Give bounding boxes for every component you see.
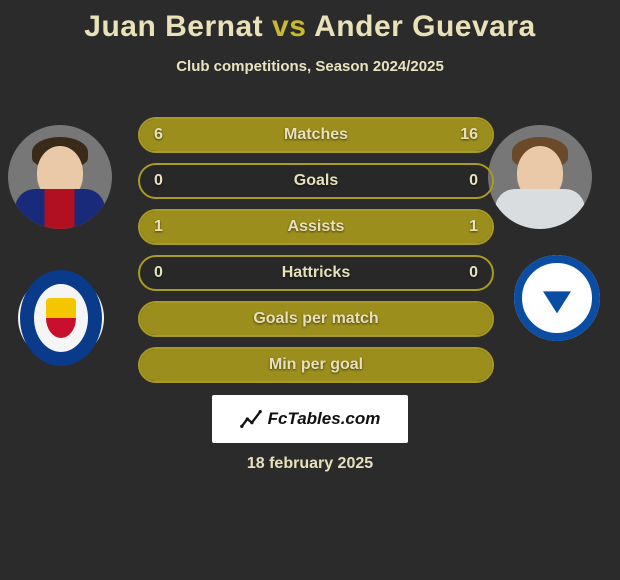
stat-label: Goals: [294, 172, 338, 190]
stat-row: 1 1 Assists: [138, 209, 494, 245]
player2-club-badge: [514, 255, 600, 341]
stat-label: Hattricks: [282, 264, 350, 282]
stat-label: Assists: [288, 218, 345, 236]
stat-bar-right: [235, 119, 492, 151]
player2-avatar: [488, 125, 592, 229]
stat-row: Goals per match: [138, 301, 494, 337]
stat-value-left: 6: [154, 126, 163, 144]
subtitle: Club competitions, Season 2024/2025: [0, 58, 620, 75]
player1-avatar: [8, 125, 112, 229]
avatar-torso: [15, 189, 105, 229]
player2-name: Ander Guevara: [314, 10, 536, 43]
stat-row: 6 16 Matches: [138, 117, 494, 153]
comparison-title: Juan Bernat vs Ander Guevara: [0, 0, 620, 44]
stat-row: 0 0 Goals: [138, 163, 494, 199]
stat-label: Goals per match: [253, 310, 378, 328]
stat-value-right: 0: [469, 264, 478, 282]
player1-name: Juan Bernat: [84, 10, 263, 43]
alaves-crest-icon: [514, 255, 600, 341]
source-badge: FcTables.com: [212, 395, 408, 443]
source-name: FcTables.com: [268, 409, 381, 429]
stat-row: Min per goal: [138, 347, 494, 383]
player1-club-badge: [18, 275, 104, 361]
vs-text: vs: [272, 10, 306, 43]
stat-label: Matches: [284, 126, 348, 144]
stat-value-left: 0: [154, 172, 163, 190]
stat-label: Min per goal: [269, 356, 363, 374]
stat-value-right: 1: [469, 218, 478, 236]
getafe-crest-icon: [38, 288, 84, 348]
stat-value-right: 0: [469, 172, 478, 190]
stat-value-left: 0: [154, 264, 163, 282]
fctables-logo-icon: [240, 408, 262, 430]
avatar-torso: [495, 189, 585, 229]
stat-value-right: 16: [460, 126, 478, 144]
comparison-date: 18 february 2025: [0, 455, 620, 473]
stat-value-left: 1: [154, 218, 163, 236]
stat-row: 0 0 Hattricks: [138, 255, 494, 291]
stats-list: 6 16 Matches 0 0 Goals 1 1 Assists 0 0 Hattricks Goa…: [138, 117, 494, 393]
